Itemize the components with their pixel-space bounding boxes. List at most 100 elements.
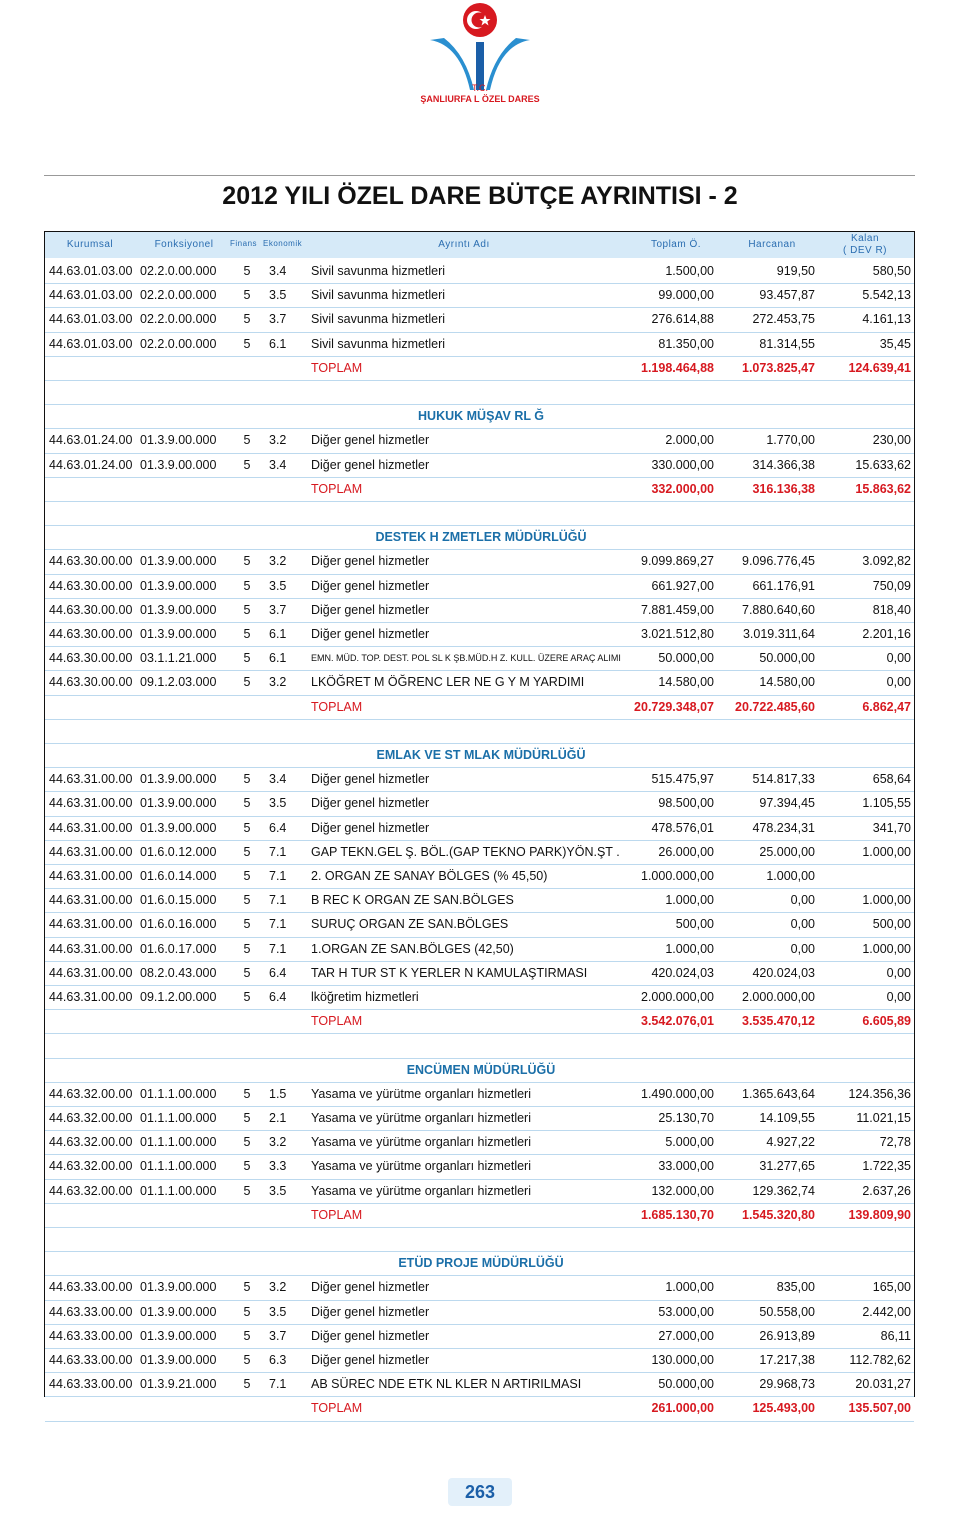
row-line <box>45 1420 914 1422</box>
cell: 44.63.32.00.00 <box>49 1183 133 1198</box>
cell: GAP TEKN.GEL Ş. BÖL.(GAP TEKNO PARK)YÖN.… <box>311 844 620 859</box>
column-note: ( DEV R) <box>843 245 887 256</box>
cell: 750,09 <box>872 578 911 593</box>
total-label: TOPLAM <box>311 1207 363 1222</box>
cell: 09.1.2.03.000 <box>140 675 217 690</box>
cell: 7.1 <box>269 869 287 883</box>
cell: 44.63.31.00.00 <box>49 917 133 932</box>
cell: 1.000,00 <box>862 893 911 908</box>
cell: 01.3.9.00.000 <box>140 433 217 448</box>
row-line <box>45 1178 914 1180</box>
row-line <box>45 1057 914 1059</box>
cell: 5 <box>243 869 251 883</box>
row-line <box>45 839 914 841</box>
cell: 661.927,00 <box>651 578 714 593</box>
row-line <box>45 355 914 357</box>
cell: 44.63.30.00.00 <box>49 578 133 593</box>
cell: Diğer genel hizmetler <box>311 457 430 472</box>
cell: 02.2.0.00.000 <box>140 288 217 303</box>
cell: 272.453,75 <box>752 312 815 327</box>
cell: 5 <box>243 1304 251 1319</box>
row-line <box>45 549 914 551</box>
cell: 230,00 <box>872 433 911 448</box>
cell: 44.63.33.00.00 <box>49 1304 133 1319</box>
cell: 1.000.000,00 <box>641 869 714 883</box>
cell: 11.021,15 <box>856 1111 911 1125</box>
row-line <box>45 1348 914 1349</box>
cell: 3.2 <box>269 433 287 448</box>
cell: 01.1.1.00.000 <box>140 1111 217 1125</box>
row-line <box>45 718 914 720</box>
row-line <box>45 1299 914 1301</box>
cell: 7.1 <box>269 844 287 859</box>
cell: 580,50 <box>872 264 911 278</box>
cell: 44.63.31.00.00 <box>49 869 133 883</box>
cell: 6.1 <box>269 651 287 666</box>
cell: Diğer genel hizmetler <box>311 433 430 448</box>
cell: 478.576,01 <box>651 820 714 835</box>
cell: 44.63.32.00.00 <box>49 1086 133 1101</box>
cell: 98.500,00 <box>658 796 714 811</box>
cell: 01.1.1.00.000 <box>140 1135 217 1150</box>
total-value: 1.198.464,88 <box>641 360 714 375</box>
cell: 08.2.0.43.000 <box>140 965 217 980</box>
cell: 5 <box>243 1086 251 1101</box>
cell: 5 <box>243 917 251 932</box>
cell: B REC K ORGAN ZE SAN.BÖLGES <box>311 893 514 908</box>
cell: 5 <box>243 1111 251 1125</box>
cell: 5 <box>243 990 251 1004</box>
cell: 3.2 <box>269 1135 287 1150</box>
cell: EMN. MÜD. TOP. DEST. POL SL K ŞB.MÜD.H Z… <box>311 653 621 664</box>
row-line <box>45 1154 914 1156</box>
cell: TAR H TUR ST K YERLER N KAMULAŞTIRMASI <box>311 965 588 980</box>
cell: 44.63.32.00.00 <box>49 1159 133 1174</box>
column-header: Finans <box>230 239 258 248</box>
cell: 1.000,00 <box>862 844 911 859</box>
cell: 1.5 <box>269 1086 287 1101</box>
cell: 02.2.0.00.000 <box>140 336 217 351</box>
cell: 01.1.1.00.000 <box>140 1159 217 1174</box>
cell: 44.63.33.00.00 <box>49 1377 133 1392</box>
column-header: Fonksiyonel <box>154 239 214 250</box>
cell: 0,00 <box>886 990 911 1004</box>
cell: 72,78 <box>879 1135 911 1150</box>
row-line <box>45 1009 914 1011</box>
column-header: Harcanan <box>748 239 796 250</box>
row-line <box>45 936 914 938</box>
cell: 5 <box>243 965 251 980</box>
total-value: 20.722.485,60 <box>735 699 815 714</box>
cell: 44.63.31.00.00 <box>49 772 133 787</box>
cell: 5 <box>243 1280 251 1295</box>
cell: 99.000,00 <box>658 288 714 303</box>
cell: 478.234,31 <box>752 820 815 835</box>
cell: 6.4 <box>269 965 287 980</box>
cell: 2.442,00 <box>862 1304 911 1319</box>
cell: 01.3.9.00.000 <box>140 578 217 593</box>
total-label: TOPLAM <box>311 699 363 714</box>
cell: 1.365.643,64 <box>742 1086 815 1101</box>
cell: Sivil savunma hizmetleri <box>311 336 446 351</box>
cell: 44.63.33.00.00 <box>49 1353 133 1367</box>
cell: 02.2.0.00.000 <box>140 312 217 327</box>
cell: 44.63.30.00.00 <box>49 627 133 641</box>
total-value: 139.809,90 <box>848 1207 911 1222</box>
cell: Yasama ve yürütme organları hizmetleri <box>311 1183 531 1198</box>
cell: Diğer genel hizmetler <box>311 772 430 787</box>
row-line <box>45 646 914 648</box>
cell: 44.63.30.00.00 <box>49 602 133 617</box>
cell: 3.5 <box>269 578 287 593</box>
cell: 3.7 <box>269 602 287 617</box>
cell: Yasama ve yürütme organları hizmetleri <box>311 1135 531 1150</box>
row-line <box>45 1275 914 1277</box>
cell: 44.63.01.03.00 <box>49 264 133 278</box>
row-line <box>45 307 914 309</box>
total-value: 316.136,38 <box>752 481 815 496</box>
column-header: Ayrıntı Adı <box>438 239 490 250</box>
cell: 01.3.9.21.000 <box>140 1377 217 1392</box>
row-line <box>45 573 914 575</box>
cell: 3.4 <box>269 772 287 787</box>
cell: Diğer genel hizmetler <box>311 820 430 835</box>
cell: 420.024,03 <box>752 965 815 980</box>
cell: 341,70 <box>872 820 911 835</box>
cell: 1.500,00 <box>665 264 714 278</box>
